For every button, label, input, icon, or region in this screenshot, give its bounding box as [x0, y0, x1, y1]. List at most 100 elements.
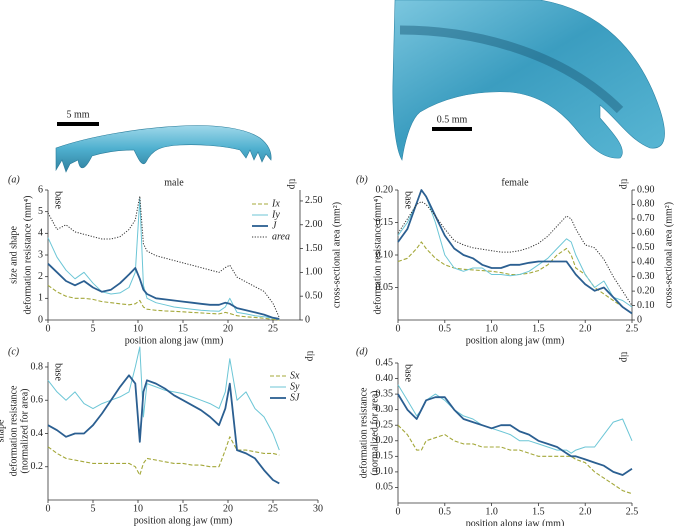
panel-label: (a)	[8, 174, 20, 185]
x-tick-label: 1.0	[485, 323, 498, 334]
series-line	[47, 198, 280, 320]
annotation-tip: tip	[619, 179, 630, 190]
x-tick-label: 0.5	[439, 323, 452, 334]
y2-tick-label: 0	[305, 314, 310, 325]
y-tick-label: 0.2	[31, 461, 44, 472]
x-axis-label: position along jaw (mm)	[134, 515, 233, 526]
x-tick-label: 15	[178, 503, 188, 514]
x-tick-label: 15	[178, 323, 188, 334]
y-tick-label: 0.05	[376, 282, 394, 293]
y-tick-label: 5	[38, 206, 43, 217]
y2-tick-label: 2.50	[305, 195, 323, 206]
annotation-tip: tip	[287, 179, 298, 190]
y2-tick-label: 2.00	[305, 219, 323, 230]
y-tick-label: 0	[38, 314, 43, 325]
x-tick-label: 2.0	[579, 323, 592, 334]
annotation-tip: tip	[619, 352, 630, 363]
x-tick-label: 1.5	[532, 506, 545, 517]
x-tick-label: 0	[46, 503, 51, 514]
panel-label: (d)	[356, 346, 368, 357]
annotation-base: base	[53, 363, 64, 381]
series-line	[397, 393, 633, 476]
y2-tick-label: 0.30	[637, 271, 655, 282]
y2-tick-label: 0.10	[637, 300, 655, 311]
y2-tick-label: 0	[637, 314, 642, 325]
legend-label: Iy	[271, 209, 280, 220]
male-claw-image	[55, 125, 272, 173]
y-axis-label: deformation resistance	[358, 387, 369, 478]
series-line	[47, 346, 280, 451]
y-tick-label: 6	[38, 184, 43, 195]
x-tick-label: 2.5	[626, 506, 639, 517]
y2-tick-label: 0.20	[637, 285, 655, 296]
y2-tick-label: 0.50	[305, 290, 323, 301]
chart-title: male	[164, 177, 184, 188]
female-claw-image	[392, 0, 665, 161]
annotation-base: base	[403, 364, 414, 382]
y-tick-label: 0.15	[376, 451, 394, 462]
y2-tick-label: 0.40	[637, 257, 655, 268]
y-tick-label: 0.35	[376, 388, 394, 399]
y2-tick-label: 1.50	[305, 243, 323, 254]
panel-label: (c)	[8, 346, 20, 357]
y2-axis-label: cross-sectional area (mm²)	[331, 202, 342, 308]
legend-label: J	[272, 220, 277, 231]
y-tick-label: 0.4	[31, 428, 44, 439]
y-tick-label: 0.45	[376, 357, 394, 368]
x-tick-label: 0	[396, 323, 401, 334]
y-tick-label: 4	[38, 228, 43, 239]
series-line	[397, 241, 633, 314]
x-tick-label: 2.0	[579, 506, 592, 517]
x-tick-label: 25	[268, 503, 278, 514]
y-tick-label: 0.30	[376, 404, 394, 415]
chart-title: female	[501, 177, 529, 188]
series-line	[397, 189, 633, 315]
x-axis-label: position along jaw (mm)	[466, 518, 565, 526]
y-axis-outer-label: size and shape	[8, 226, 19, 284]
panel-label: (b)	[356, 174, 368, 185]
x-tick-label: 0	[46, 323, 51, 334]
y2-tick-label: 0.60	[637, 228, 655, 239]
x-tick-label: 2.5	[626, 323, 639, 334]
y-tick-label: 0.10	[376, 466, 394, 477]
x-tick-label: 1.0	[485, 506, 498, 517]
x-tick-label: 30	[313, 503, 323, 514]
x-tick-label: 0	[396, 506, 401, 517]
x-axis-label: position along jaw (mm)	[125, 335, 224, 346]
y-tick-label: 0.20	[376, 184, 394, 195]
x-tick-label: 10	[133, 503, 143, 514]
legend-label: area	[272, 231, 290, 242]
annotation-tip: tip	[305, 351, 316, 362]
legend-label: Sy	[290, 381, 300, 392]
y-tick-label: 1	[38, 293, 43, 304]
y-axis-label: deformation resistance	[8, 385, 19, 476]
series-line	[397, 384, 633, 454]
annotation-base: base	[53, 191, 64, 209]
y-tick-label: 0.20	[376, 435, 394, 446]
scale-label: 0.5 mm	[437, 114, 468, 125]
y-tick-label: 0.10	[376, 249, 394, 260]
x-tick-label: 5	[91, 323, 96, 334]
y-tick-label: 0.40	[376, 373, 394, 384]
y-tick-label: 0.15	[376, 217, 394, 228]
y-axis-label: (normalized for area)	[369, 391, 380, 476]
y-axis-outer-label: shape	[0, 419, 6, 442]
scale-label: 5 mm	[66, 109, 89, 120]
y2-axis-label: cross-sectional area (mm²)	[663, 202, 674, 308]
x-tick-label: 1.5	[532, 323, 545, 334]
x-tick-label: 10	[133, 323, 143, 334]
scale-bar	[432, 127, 472, 131]
series-line	[47, 263, 280, 320]
scale-bar	[57, 122, 99, 126]
series-line	[47, 436, 280, 476]
y2-tick-label: 1.00	[305, 267, 323, 278]
y2-tick-label: 0.90	[637, 184, 655, 195]
annotation-base: base	[403, 191, 414, 209]
x-tick-label: 5	[91, 503, 96, 514]
y-axis-label: deformation resistance (mm⁴)	[22, 196, 33, 315]
claw-shadow	[399, 25, 624, 114]
series-line	[397, 424, 633, 495]
x-tick-label: 25	[268, 323, 278, 334]
legend-label: Ix	[271, 198, 280, 209]
